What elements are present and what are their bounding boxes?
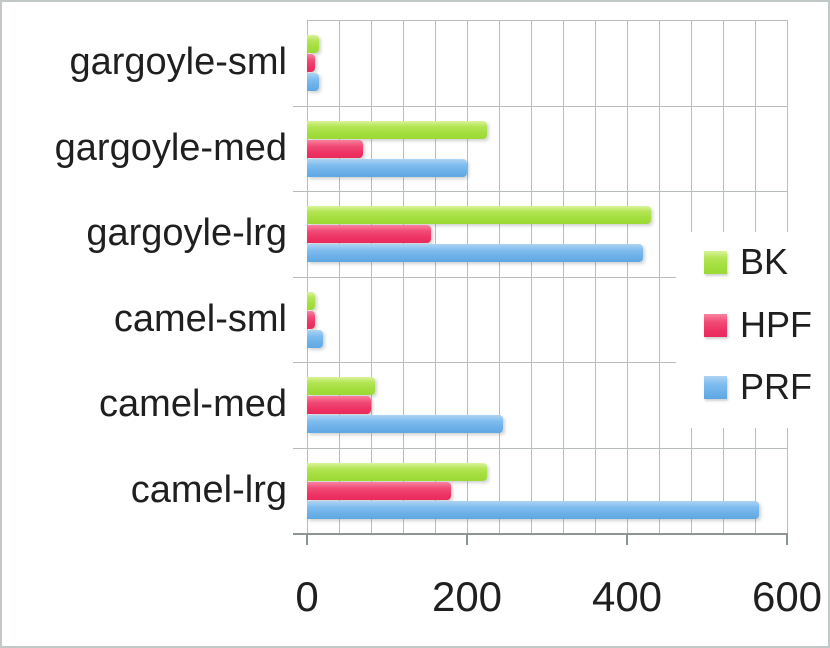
x-axis-tick xyxy=(466,533,468,545)
category-label-camel-med: camel-med xyxy=(99,383,287,425)
bar-gargoyle-sml-bk xyxy=(307,35,319,53)
bar-camel-med-hpf xyxy=(307,396,371,414)
bar-gargoyle-med-hpf xyxy=(307,139,363,158)
x-axis-tick xyxy=(306,533,308,545)
x-axis-tick xyxy=(626,533,628,545)
category-label-camel-sml: camel-sml xyxy=(113,297,287,340)
category-label-gargoyle-sml: gargoyle-sml xyxy=(69,41,287,83)
category-label-camel-lrg: camel-lrg xyxy=(130,468,287,511)
x-axis-line xyxy=(293,533,787,535)
gridline-horizontal xyxy=(293,105,787,107)
gridline-horizontal xyxy=(293,362,787,363)
bar-gargoyle-sml-prf xyxy=(307,73,319,91)
legend-item-bk: BK xyxy=(704,244,788,280)
bar-gargoyle-sml-hpf xyxy=(307,54,315,72)
x-tick-label-200: 200 xyxy=(431,573,503,620)
bar-camel-lrg-bk xyxy=(307,462,487,481)
x-tick-label-0: 0 xyxy=(295,573,319,620)
gridline-horizontal xyxy=(293,447,787,449)
gridline-horizontal xyxy=(293,191,787,192)
bar-gargoyle-lrg-prf xyxy=(307,244,643,262)
category-label-gargoyle-med: gargoyle-med xyxy=(54,126,287,169)
legend-swatch-hpf xyxy=(704,313,727,337)
bar-camel-sml-hpf xyxy=(307,310,315,329)
bar-gargoyle-lrg-hpf xyxy=(307,225,431,243)
category-label-gargoyle-lrg: gargoyle-lrg xyxy=(86,212,287,254)
bar-camel-med-prf xyxy=(307,415,503,433)
legend-item-prf: PRF xyxy=(704,369,812,405)
bar-gargoyle-med-bk xyxy=(307,120,487,139)
bar-gargoyle-med-prf xyxy=(307,158,467,177)
x-tick-label-600: 600 xyxy=(751,573,823,620)
bar-camel-lrg-prf xyxy=(307,500,759,519)
gridline-horizontal xyxy=(293,276,787,278)
plot-top-border xyxy=(307,20,787,21)
legend-label-bk: BK xyxy=(740,241,789,282)
x-axis-tick xyxy=(786,533,788,545)
bar-gargoyle-lrg-bk xyxy=(307,206,651,224)
legend-swatch-prf xyxy=(704,375,727,399)
legend: BK HPF PRF xyxy=(676,232,824,428)
legend-swatch-bk xyxy=(704,250,727,274)
legend-label-prf: PRF xyxy=(740,366,812,407)
legend-label-hpf: HPF xyxy=(740,304,812,345)
x-tick-label-400: 400 xyxy=(591,573,663,620)
bar-camel-sml-bk xyxy=(307,291,315,310)
bar-camel-med-bk xyxy=(307,377,375,395)
legend-item-hpf: HPF xyxy=(704,307,812,343)
bar-camel-lrg-hpf xyxy=(307,481,451,500)
bar-camel-sml-prf xyxy=(307,329,323,348)
